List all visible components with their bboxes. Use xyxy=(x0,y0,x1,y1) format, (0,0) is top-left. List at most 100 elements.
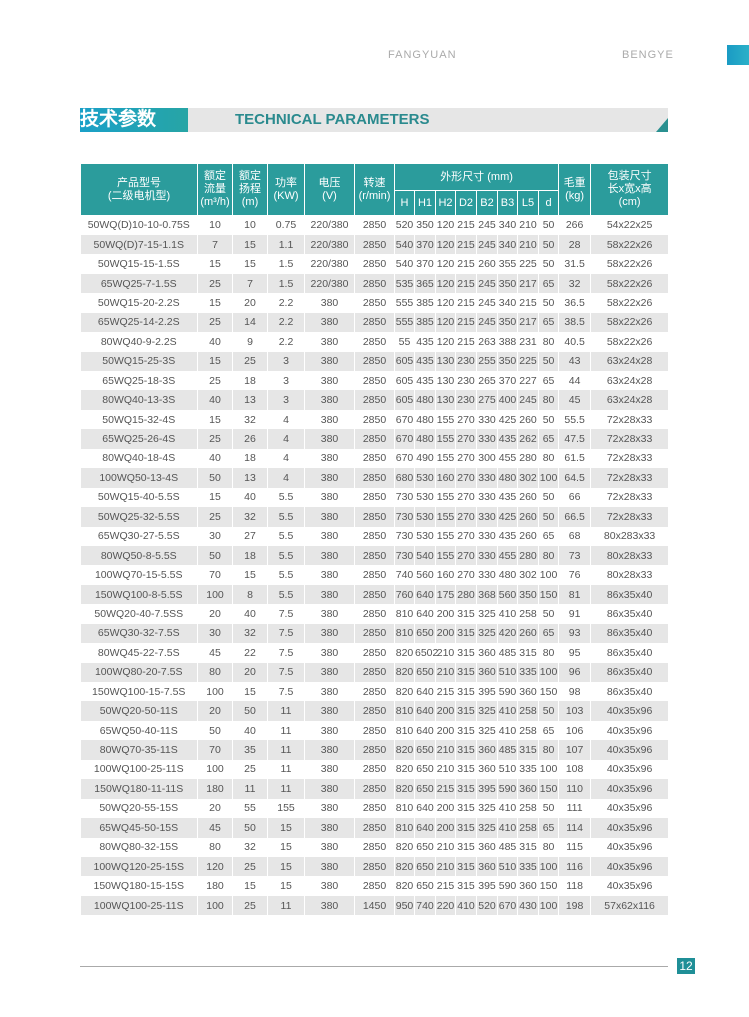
corner-triangle-icon xyxy=(656,118,668,132)
table-cell: 380 xyxy=(304,312,355,333)
table-cell: 380 xyxy=(304,293,355,313)
table-cell: 510 xyxy=(497,759,518,780)
table-cell: 380 xyxy=(304,623,355,644)
col-weight: 毛重 (kg) xyxy=(558,163,592,216)
cell-model: 80WQ40-18-4S xyxy=(80,448,198,469)
cell-model: 50WQ(D)7-15-1.1S xyxy=(80,234,198,255)
table-cell: 225 xyxy=(517,254,539,274)
table-cell: 50 xyxy=(538,293,560,313)
table-row: 65WQ30-27-5.5S 30 27 5.5 380 2850 730 530 155 270… xyxy=(80,526,670,546)
table-cell: 335 xyxy=(517,856,539,877)
table-cell: 2850 xyxy=(354,234,395,255)
cell-model: 65WQ45-50-15S xyxy=(80,818,198,838)
table-row: 100WQ100-25-11S 100 25 11 380 2850 820 650 210 31… xyxy=(80,759,670,780)
cell-model: 65WQ25-18-3S xyxy=(80,371,198,391)
table-cell: 36.5 xyxy=(558,293,592,313)
table-cell: 230 xyxy=(455,390,477,410)
table-cell: 200 xyxy=(435,818,456,838)
table-cell: 73 xyxy=(558,545,592,566)
col-dim-h2: H2 xyxy=(435,190,456,216)
table-cell: 72x28x33 xyxy=(590,487,670,508)
cell-model: 100WQ80-20-7.5S xyxy=(80,662,198,682)
table-cell: 5.5 xyxy=(267,507,305,527)
table-cell: 520 xyxy=(394,215,415,235)
table-cell: 50 xyxy=(197,545,233,566)
cell-model: 150WQ100-8-5.5S xyxy=(80,584,198,605)
table-cell: 215 xyxy=(455,293,477,313)
cell-model: 100WQ100-25-11S xyxy=(80,895,198,916)
table-cell: 260 xyxy=(517,507,539,527)
table-cell: 25 xyxy=(232,856,268,877)
table-cell: 40x35x96 xyxy=(590,759,670,780)
table-cell: 2850 xyxy=(354,429,395,449)
table-cell: 650 xyxy=(414,856,436,877)
col-model: 产品型号 (二级电机型) xyxy=(80,163,198,216)
table-cell: 50 xyxy=(538,487,560,508)
table-cell: 4 xyxy=(267,448,305,469)
table-cell: 100 xyxy=(538,895,560,916)
table-cell: 330 xyxy=(476,468,498,488)
table-cell: 15 xyxy=(197,293,233,313)
table-cell: 490 xyxy=(414,448,436,469)
table-cell: 5.5 xyxy=(267,584,305,605)
table-cell: 510 xyxy=(497,662,518,682)
table-cell: 50 xyxy=(538,409,560,430)
table-cell: 340 xyxy=(497,293,518,313)
table-cell: 280 xyxy=(517,545,539,566)
table-cell: 340 xyxy=(497,234,518,255)
table-cell: 230 xyxy=(455,371,477,391)
table-row: 65WQ50-40-11S 50 40 11 380 2850 810 640 200 315 32… xyxy=(80,720,670,741)
table-cell: 58x22x26 xyxy=(590,254,670,274)
table-cell: 220/380 xyxy=(304,215,355,235)
table-cell: 220/380 xyxy=(304,273,355,294)
section-title-bar: 技术参数 TECHNICAL PARAMETERS xyxy=(80,108,668,132)
table-cell: 27 xyxy=(232,526,268,546)
table-cell: 40.5 xyxy=(558,332,592,352)
table-cell: 640 xyxy=(414,604,436,624)
table-cell: 315 xyxy=(455,798,477,819)
table-cell: 360 xyxy=(476,643,498,663)
table-cell: 227 xyxy=(517,371,539,391)
table-cell: 315 xyxy=(455,818,477,838)
table-cell: 330 xyxy=(476,409,498,430)
table-cell: 2850 xyxy=(354,545,395,566)
table-cell: 315 xyxy=(455,643,477,663)
table-cell: 20 xyxy=(197,798,233,819)
table-cell: 410 xyxy=(497,798,518,819)
table-cell: 11 xyxy=(267,701,305,721)
table-cell: 5.5 xyxy=(267,526,305,546)
table-cell: 650 xyxy=(414,740,436,760)
table-cell: 1.5 xyxy=(267,273,305,294)
table-cell: 270 xyxy=(455,487,477,508)
table-cell: 730 xyxy=(394,526,415,546)
table-cell: 44 xyxy=(558,371,592,391)
table-cell: 130 xyxy=(435,351,456,371)
table-cell: 72x28x33 xyxy=(590,468,670,488)
table-cell: 410 xyxy=(455,895,477,916)
table-cell: 25 xyxy=(232,895,268,916)
table-cell: 155 xyxy=(435,507,456,527)
table-cell: 217 xyxy=(517,273,539,294)
table-cell: 86x35x40 xyxy=(590,584,670,605)
table-cell: 360 xyxy=(517,779,539,799)
table-cell: 11 xyxy=(267,895,305,916)
table-cell: 15 xyxy=(197,409,233,430)
table-cell: 72x28x33 xyxy=(590,409,670,430)
table-row: 150WQ180-15-15S 180 15 15 380 2850 820 650 215 31… xyxy=(80,876,670,896)
table-cell: 335 xyxy=(517,662,539,682)
cell-model: 80WQ80-32-15S xyxy=(80,837,198,857)
table-cell: 245 xyxy=(476,234,498,255)
table-cell: 650 xyxy=(414,662,436,682)
table-cell: 380 xyxy=(304,565,355,585)
cell-model: 100WQ120-25-15S xyxy=(80,856,198,877)
table-cell: 315 xyxy=(455,856,477,877)
table-cell: 435 xyxy=(497,487,518,508)
table-cell: 40x35x96 xyxy=(590,779,670,799)
table-cell: 485 xyxy=(497,740,518,760)
table-cell: 2850 xyxy=(354,623,395,644)
table-cell: 280 xyxy=(455,584,477,605)
table-cell: 120 xyxy=(435,273,456,294)
table-cell: 215 xyxy=(455,254,477,274)
table-cell: 360 xyxy=(476,837,498,857)
table-cell: 40 xyxy=(197,332,233,352)
